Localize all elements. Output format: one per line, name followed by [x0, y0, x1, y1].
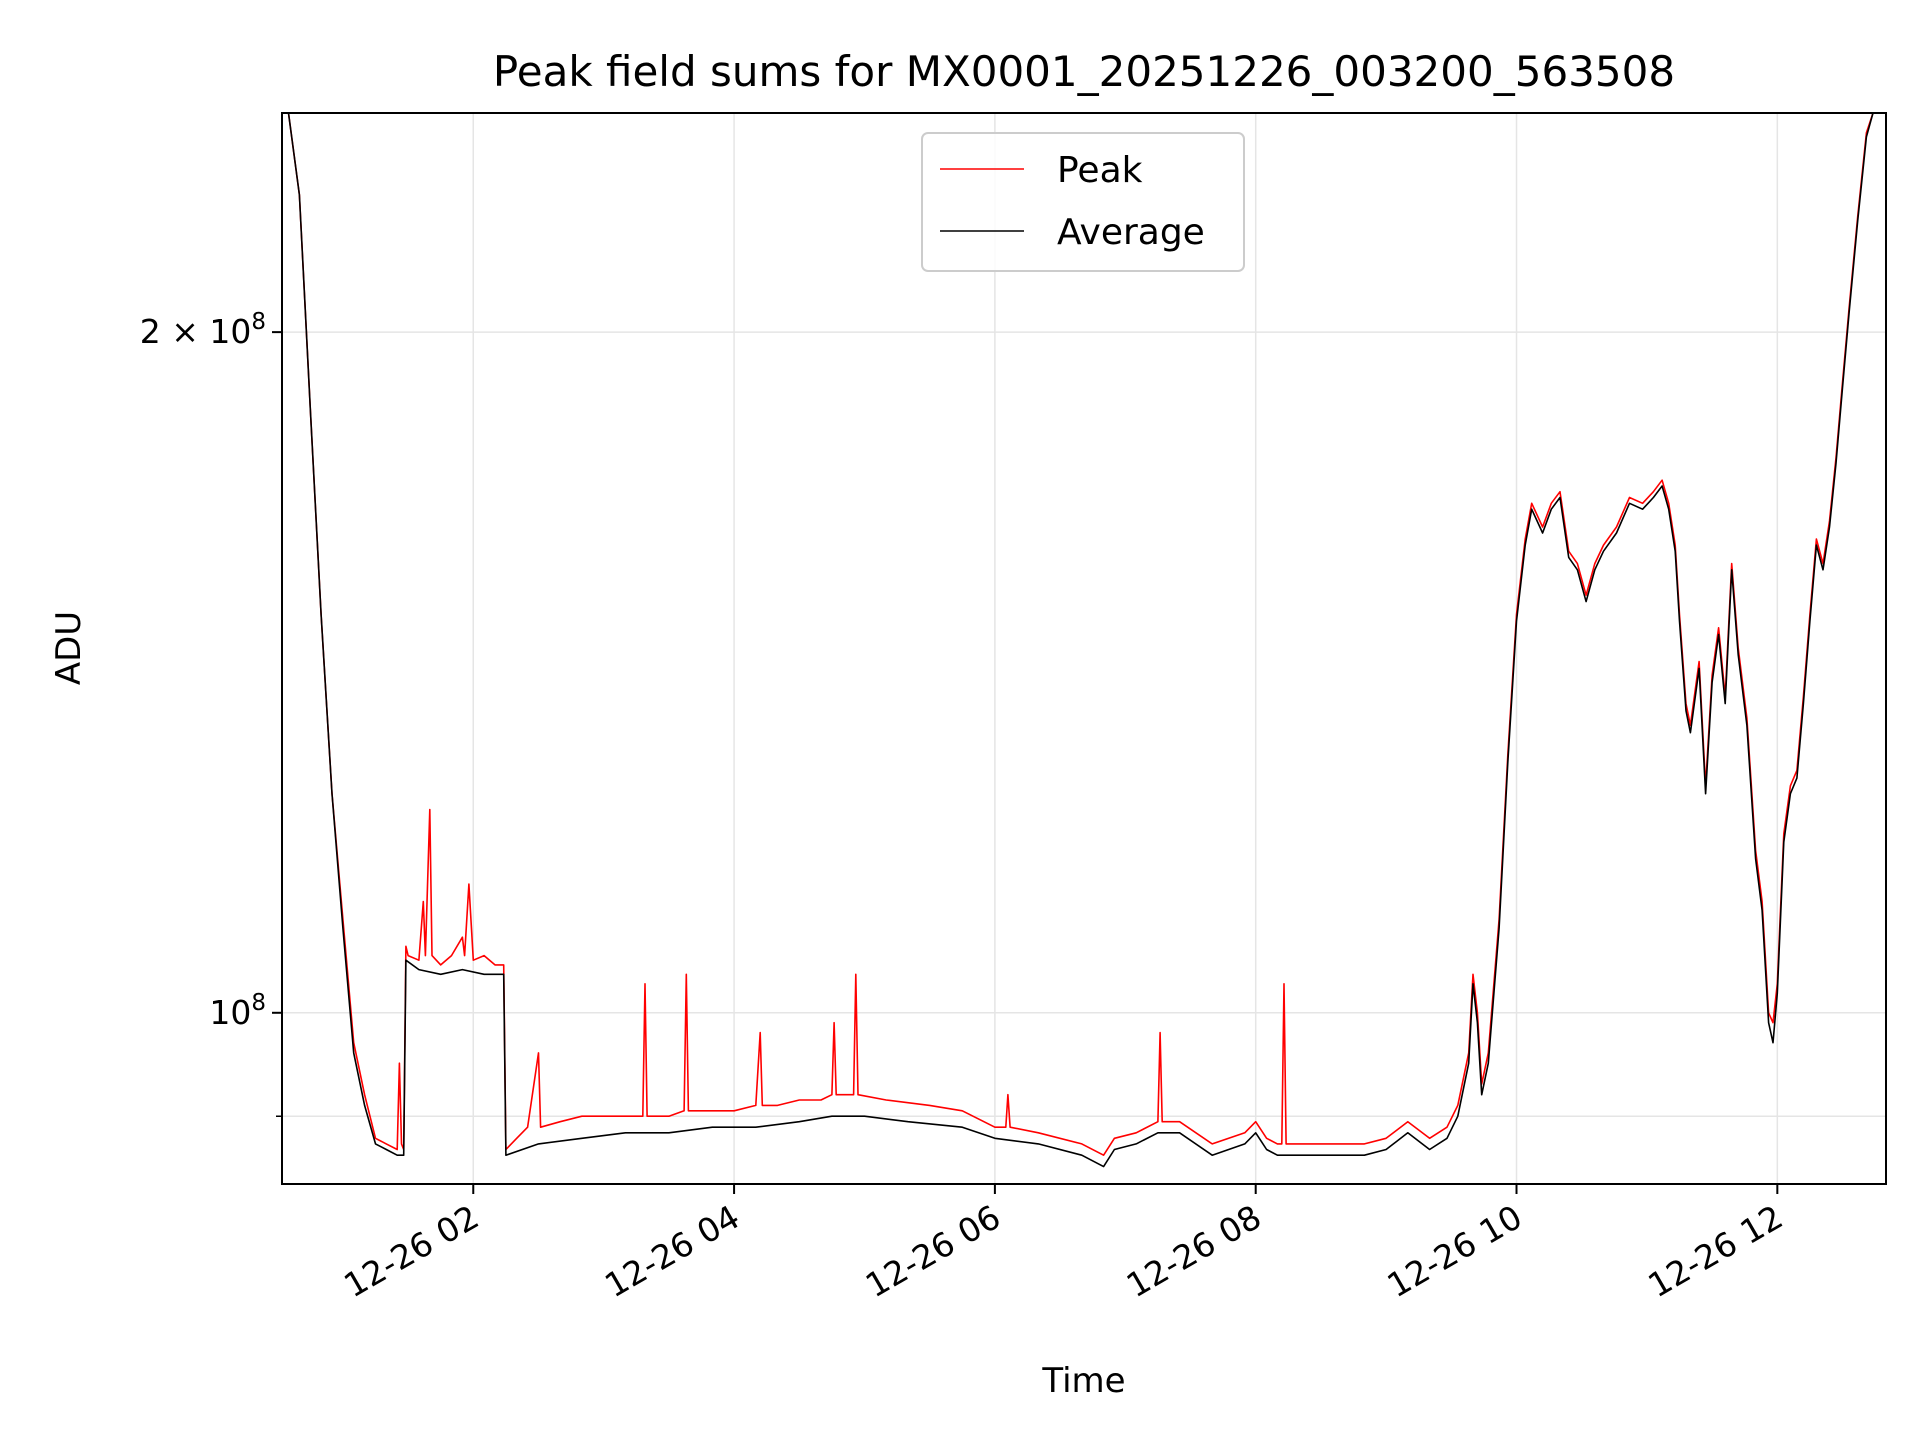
x-tick-label: 12-26 02 — [337, 1197, 485, 1305]
y-axis-label: ADU — [49, 611, 89, 685]
chart-title: Peak field sums for MX0001_20251226_0032… — [493, 47, 1675, 96]
y-tick-label-base: 2 × 10 — [140, 312, 252, 351]
x-tick-label: 12-26 10 — [1381, 1197, 1529, 1305]
x-tick-label: 12-26 04 — [598, 1197, 746, 1305]
y-tick-label-exponent: 8 — [251, 309, 266, 335]
series-line-average — [282, 113, 1886, 1168]
series-layer — [282, 113, 1886, 1168]
legend: Peak Average — [921, 132, 1245, 272]
x-tick-label: 12-26 08 — [1120, 1197, 1268, 1305]
y-gridlines — [282, 331, 1886, 1117]
legend-label-peak: Peak — [1057, 150, 1143, 191]
y-tick-label-base: 10 — [209, 993, 251, 1032]
x-axis-label: Time — [1041, 1361, 1125, 1401]
y-tick-label: 108 — [209, 990, 266, 1032]
series-line-peak — [282, 113, 1886, 1156]
x-tick-label: 12-26 06 — [859, 1197, 1007, 1305]
x-gridlines — [472, 113, 1779, 1184]
y-tick-label-exponent: 8 — [251, 990, 266, 1016]
legend-box — [921, 132, 1245, 272]
y-tick-label: 2 × 108 — [140, 309, 266, 351]
x-tick-label: 12-26 12 — [1641, 1197, 1789, 1305]
legend-label-average: Average — [1057, 212, 1205, 253]
x-axis-ticks: 12-26 02 12-26 04 12-26 06 12-26 08 12-26 10… — [337, 1184, 1789, 1305]
plot-frame — [281, 112, 1887, 1185]
